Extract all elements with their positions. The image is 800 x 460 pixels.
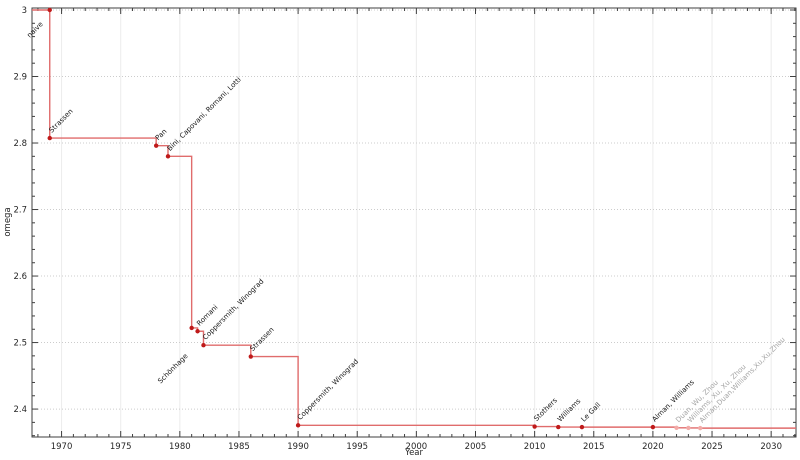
data-point [165, 154, 171, 159]
data-point [201, 343, 206, 348]
x-axis-title: Year [405, 448, 423, 458]
omega-step-line [32, 9, 796, 429]
data-point [698, 425, 703, 431]
x-tick-label: 1980 [169, 442, 191, 452]
y-tick-label: 2.4 [13, 405, 27, 415]
x-tick-label: 2025 [701, 442, 723, 452]
data-point [556, 424, 561, 430]
data-point [153, 143, 159, 148]
point-label: Le Gall [580, 401, 603, 424]
data-point [579, 424, 585, 430]
x-tick-label: 1995 [346, 442, 368, 452]
x-tick-label: 2015 [583, 442, 605, 452]
x-tick-label: 2000 [406, 442, 428, 452]
x-tick-label: 1975 [110, 442, 132, 452]
point-label: Strassen [249, 326, 276, 353]
point-label: Schönhage [156, 352, 189, 385]
data-point [47, 7, 52, 13]
y-tick-label: 2.8 [13, 139, 27, 149]
data-point [674, 425, 679, 430]
y-tick-label: 2.6 [13, 272, 27, 282]
data-point [195, 329, 200, 334]
point-label: Pan [154, 127, 169, 142]
x-tick-label: 1985 [228, 442, 250, 452]
data-point [650, 424, 656, 430]
y-tick-label: 2.9 [13, 73, 27, 83]
data-point [248, 354, 253, 359]
y-tick-label: 3 [22, 6, 27, 16]
x-tick-label: 2005 [465, 442, 487, 452]
x-tick-label: 1970 [51, 442, 73, 452]
point-label: Bini, Capovani, Romani, Lotti [166, 76, 243, 153]
y-tick-label: 2.7 [13, 206, 27, 216]
data-point [189, 325, 194, 331]
data-point [47, 135, 52, 141]
data-point [295, 423, 301, 428]
point-label: Stothers [532, 396, 559, 423]
y-tick-label: 2.5 [13, 339, 27, 349]
point-label: Williams, Xu, Xu, Zhou [686, 363, 748, 425]
x-tick-label: 2020 [642, 442, 664, 452]
point-label: Alman,Duan,Williams,Xu,Xu,Zhou [698, 336, 787, 425]
x-tick-label: 1990 [287, 442, 309, 452]
data-point [532, 424, 537, 429]
y-axis-title: omega [3, 207, 13, 237]
plot-border [31, 7, 797, 438]
point-label: Williams [556, 397, 583, 424]
data-point [686, 425, 691, 431]
point-label: naive [25, 20, 44, 39]
point-label: Coppersmith, Winograd [296, 358, 360, 422]
x-tick-label: 2010 [524, 442, 546, 452]
x-tick-label: 2030 [760, 442, 782, 452]
